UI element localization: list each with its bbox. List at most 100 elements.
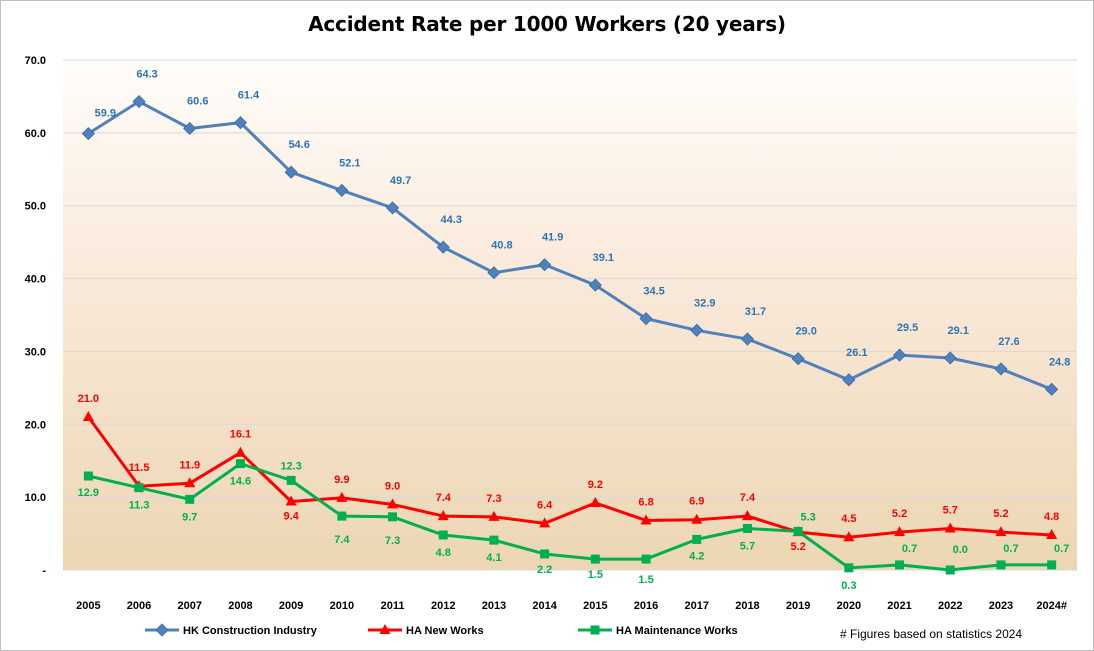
data-label: 0.0 <box>953 544 968 556</box>
data-label: 5.7 <box>740 540 755 552</box>
legend-item: HA Maintenance Works <box>578 625 738 637</box>
data-label: 27.6 <box>998 336 1019 348</box>
data-point <box>185 494 195 504</box>
data-label: 41.9 <box>542 232 563 244</box>
x-tick-label: 2014 <box>532 600 557 612</box>
data-point <box>488 510 500 521</box>
y-tick-label: 60.0 <box>25 128 46 140</box>
x-tick-label: 2018 <box>735 600 759 612</box>
legend-marker <box>590 625 600 635</box>
data-point <box>590 554 600 564</box>
data-point <box>793 526 803 536</box>
x-tick-label: 2024# <box>1036 600 1067 612</box>
data-point <box>489 535 499 545</box>
data-label: 6.9 <box>689 496 704 508</box>
x-tick-label: 2021 <box>887 600 911 612</box>
data-label: 9.9 <box>334 474 349 486</box>
data-label: 61.4 <box>238 90 260 102</box>
y-tick-label: 40.0 <box>25 274 46 286</box>
data-point <box>895 560 905 570</box>
data-label: 52.1 <box>339 157 360 169</box>
data-label: 21.0 <box>78 393 99 405</box>
chart-title: Accident Rate per 1000 Workers (20 years… <box>308 12 786 36</box>
data-label: 7.3 <box>486 493 501 505</box>
data-label: 9.0 <box>385 480 400 492</box>
data-point <box>691 513 703 524</box>
data-point <box>945 565 955 575</box>
data-point <box>540 549 550 559</box>
data-point <box>284 165 298 179</box>
data-point <box>791 352 805 366</box>
data-label: 39.1 <box>593 252 614 264</box>
data-label: 7.4 <box>436 492 452 504</box>
data-label: 5.2 <box>892 508 907 520</box>
data-point <box>844 563 854 573</box>
data-label: 4.1 <box>486 552 501 564</box>
data-point <box>184 477 196 488</box>
x-tick-label: 2020 <box>837 600 861 612</box>
x-tick-label: 2005 <box>76 600 100 612</box>
data-point <box>640 514 652 525</box>
data-label: 14.6 <box>230 476 251 488</box>
data-label: 5.2 <box>993 508 1008 520</box>
data-label: 6.8 <box>638 496 653 508</box>
data-point <box>387 498 399 509</box>
data-point <box>286 475 296 485</box>
legend-item: HK Construction Industry <box>145 623 318 637</box>
data-point <box>1046 529 1058 540</box>
data-point <box>388 512 398 522</box>
data-point <box>336 491 348 502</box>
y-tick-label: 70.0 <box>25 55 46 67</box>
data-point <box>134 483 144 493</box>
legend-item: HA New Works <box>368 624 484 637</box>
series-line <box>87 100 1053 391</box>
legend-label: HA Maintenance Works <box>616 625 738 637</box>
x-tick-label: 2011 <box>381 600 405 612</box>
data-label: 7.4 <box>334 534 350 546</box>
y-tick-label: 20.0 <box>25 419 46 431</box>
data-label: 29.0 <box>795 326 816 338</box>
data-point <box>487 266 501 280</box>
data-label: 31.7 <box>745 306 766 318</box>
data-label: 29.1 <box>948 325 969 337</box>
x-tick-label: 2007 <box>178 600 202 612</box>
data-point <box>894 526 906 537</box>
data-label: 4.2 <box>689 550 704 562</box>
x-tick-label: 2008 <box>228 600 252 612</box>
data-point <box>1045 382 1059 396</box>
x-tick-label: 2013 <box>482 600 506 612</box>
data-point <box>82 411 94 421</box>
data-label: 9.2 <box>588 479 603 491</box>
data-label: 7.3 <box>385 535 400 547</box>
data-point <box>692 534 702 544</box>
data-label: 5.2 <box>791 541 806 553</box>
data-label: 6.4 <box>537 499 553 511</box>
series-0: 59.9 64.3 60.6 61.4 54.6 52.1 49.7 44.3 40.8 41.9… <box>81 69 1070 396</box>
y-tick-label: 30.0 <box>25 346 46 358</box>
y-tick-label: 10.0 <box>25 492 46 504</box>
data-label: 9.4 <box>284 511 300 523</box>
data-label: 40.8 <box>491 240 512 252</box>
data-point <box>690 323 704 337</box>
x-tick-label: 2022 <box>938 600 962 612</box>
data-label: 0.3 <box>841 580 856 592</box>
data-label: 64.3 <box>136 69 157 81</box>
data-label: 0.7 <box>1054 543 1069 555</box>
series-line <box>87 416 1052 539</box>
legend-marker <box>155 623 169 637</box>
data-point <box>892 348 907 362</box>
data-point <box>1047 560 1057 570</box>
data-label: 59.9 <box>95 108 116 120</box>
x-tick-label: 2010 <box>330 600 354 612</box>
data-point <box>132 94 146 109</box>
x-tick-label: 2006 <box>127 600 151 612</box>
plot-area <box>63 60 1077 570</box>
data-label: 11.5 <box>129 462 150 474</box>
data-label: 29.5 <box>897 322 918 334</box>
data-label: 7.4 <box>740 492 756 504</box>
data-point <box>335 183 349 197</box>
data-point <box>740 332 755 346</box>
data-label: 11.3 <box>129 500 150 512</box>
data-point <box>639 312 653 326</box>
